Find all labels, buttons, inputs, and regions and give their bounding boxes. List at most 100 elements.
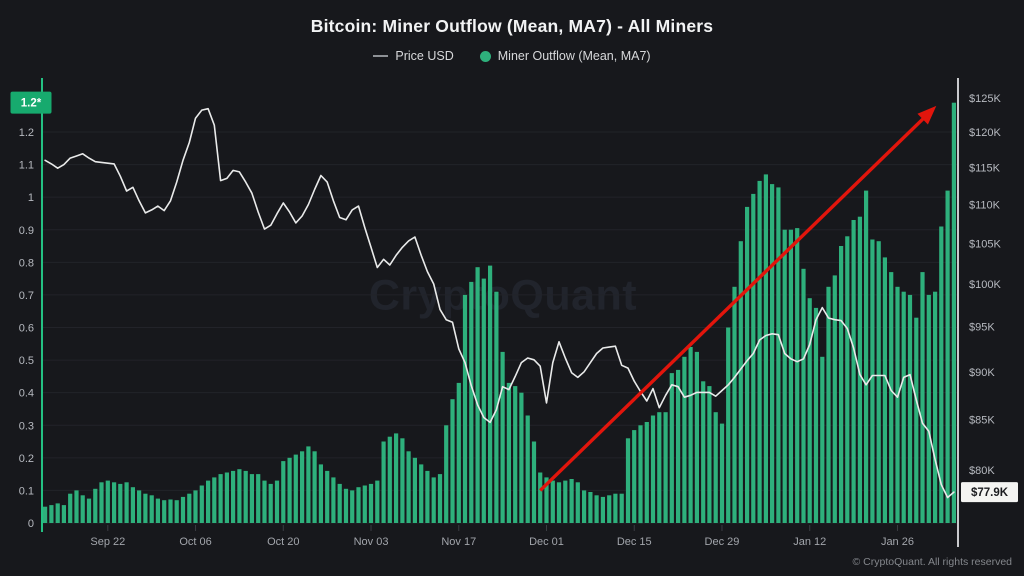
outflow-bar[interactable] xyxy=(112,482,117,523)
outflow-bar[interactable] xyxy=(500,351,505,523)
outflow-bar[interactable] xyxy=(713,412,718,523)
outflow-bar[interactable] xyxy=(74,490,79,523)
outflow-bar[interactable] xyxy=(99,482,104,523)
outflow-bar[interactable] xyxy=(262,480,267,523)
outflow-bar[interactable] xyxy=(462,294,468,523)
outflow-bar[interactable] xyxy=(726,327,731,524)
outflow-bar[interactable] xyxy=(701,381,706,523)
outflow-bar[interactable] xyxy=(43,506,48,523)
outflow-bar[interactable] xyxy=(55,503,60,523)
outflow-bars-series[interactable] xyxy=(43,102,956,524)
outflow-bar[interactable] xyxy=(795,228,800,523)
outflow-bar[interactable] xyxy=(293,454,298,523)
outflow-bar[interactable] xyxy=(406,451,411,523)
outflow-bar[interactable] xyxy=(143,493,148,523)
outflow-bar[interactable] xyxy=(770,184,775,523)
legend-item-price[interactable]: Price USD xyxy=(373,49,454,63)
outflow-bar[interactable] xyxy=(556,482,562,523)
outflow-bar[interactable] xyxy=(945,190,950,523)
outflow-bar[interactable] xyxy=(375,480,380,523)
outflow-bar[interactable] xyxy=(839,246,844,523)
outflow-bar[interactable] xyxy=(400,438,405,523)
outflow-bar[interactable] xyxy=(68,493,73,523)
outflow-bar[interactable] xyxy=(130,487,135,523)
outflow-bar[interactable] xyxy=(193,490,198,523)
outflow-bar[interactable] xyxy=(356,487,361,523)
outflow-bar[interactable] xyxy=(300,451,305,523)
outflow-bar[interactable] xyxy=(613,493,618,523)
outflow-bar[interactable] xyxy=(444,425,449,524)
outflow-bar[interactable] xyxy=(287,457,292,523)
outflow-bar[interactable] xyxy=(513,386,518,523)
outflow-bar[interactable] xyxy=(870,239,875,524)
outflow-bar[interactable] xyxy=(80,495,85,523)
outflow-bar[interactable] xyxy=(431,477,436,523)
outflow-bar[interactable] xyxy=(832,275,837,523)
outflow-bar[interactable] xyxy=(939,226,944,524)
outflow-bar[interactable] xyxy=(895,286,900,523)
outflow-bar[interactable] xyxy=(826,286,831,523)
outflow-bar[interactable] xyxy=(237,469,242,523)
outflow-bar[interactable] xyxy=(619,493,624,523)
outflow-bar[interactable] xyxy=(813,307,819,523)
outflow-bar[interactable] xyxy=(206,480,211,523)
outflow-bar[interactable] xyxy=(149,495,154,523)
outflow-bar[interactable] xyxy=(563,480,568,523)
outflow-bar[interactable] xyxy=(381,441,386,524)
outflow-bar[interactable] xyxy=(86,498,92,523)
outflow-bar[interactable] xyxy=(224,472,229,524)
outflow-bar[interactable] xyxy=(199,485,204,524)
outflow-bar[interactable] xyxy=(212,477,217,523)
outflow-bar[interactable] xyxy=(575,482,580,523)
outflow-bar[interactable] xyxy=(782,229,787,523)
outflow-bar[interactable] xyxy=(325,470,330,523)
outflow-bar[interactable] xyxy=(180,496,186,523)
outflow-bar[interactable] xyxy=(751,193,756,523)
outflow-bar[interactable] xyxy=(519,392,524,523)
outflow-bar[interactable] xyxy=(155,498,160,523)
outflow-bar[interactable] xyxy=(951,102,956,523)
outflow-bar[interactable] xyxy=(669,373,674,523)
outflow-bar[interactable] xyxy=(256,474,261,523)
outflow-bar[interactable] xyxy=(231,470,236,523)
outflow-bar[interactable] xyxy=(61,505,66,523)
outflow-bar[interactable] xyxy=(174,500,179,523)
outflow-bar[interactable] xyxy=(218,474,223,523)
outflow-bar[interactable] xyxy=(657,412,662,523)
outflow-bar[interactable] xyxy=(801,268,806,523)
outflow-bar[interactable] xyxy=(569,479,574,523)
outflow-bar[interactable] xyxy=(525,415,530,524)
outflow-bar[interactable] xyxy=(845,236,850,524)
outflow-bar[interactable] xyxy=(588,492,593,523)
outflow-bar[interactable] xyxy=(274,480,280,523)
outflow-bar[interactable] xyxy=(776,187,781,523)
outflow-bar[interactable] xyxy=(650,415,656,524)
outflow-bar[interactable] xyxy=(93,488,98,523)
outflow-bar[interactable] xyxy=(763,174,768,523)
outflow-bar[interactable] xyxy=(876,241,881,523)
outflow-bar[interactable] xyxy=(469,281,474,523)
outflow-bar[interactable] xyxy=(249,474,254,523)
outflow-bar[interactable] xyxy=(544,477,549,523)
outflow-bar[interactable] xyxy=(600,496,605,523)
outflow-bar[interactable] xyxy=(394,433,399,523)
outflow-bar[interactable] xyxy=(638,425,643,524)
outflow-bar[interactable] xyxy=(506,382,511,523)
outflow-bar[interactable] xyxy=(268,483,273,523)
outflow-bar[interactable] xyxy=(456,382,461,523)
outflow-bar[interactable] xyxy=(137,490,142,523)
outflow-bar[interactable] xyxy=(738,241,743,523)
outflow-bar[interactable] xyxy=(907,294,913,523)
outflow-bar[interactable] xyxy=(582,490,587,523)
outflow-bar[interactable] xyxy=(337,483,342,523)
outflow-bar[interactable] xyxy=(682,356,687,523)
outflow-bar[interactable] xyxy=(550,480,555,523)
outflow-bar[interactable] xyxy=(625,438,631,523)
outflow-bar[interactable] xyxy=(387,436,392,523)
outflow-bar[interactable] xyxy=(243,470,248,523)
outflow-bar[interactable] xyxy=(331,477,336,523)
outflow-bar[interactable] xyxy=(475,267,480,523)
outflow-bar[interactable] xyxy=(882,257,887,523)
outflow-bar[interactable] xyxy=(757,180,762,523)
